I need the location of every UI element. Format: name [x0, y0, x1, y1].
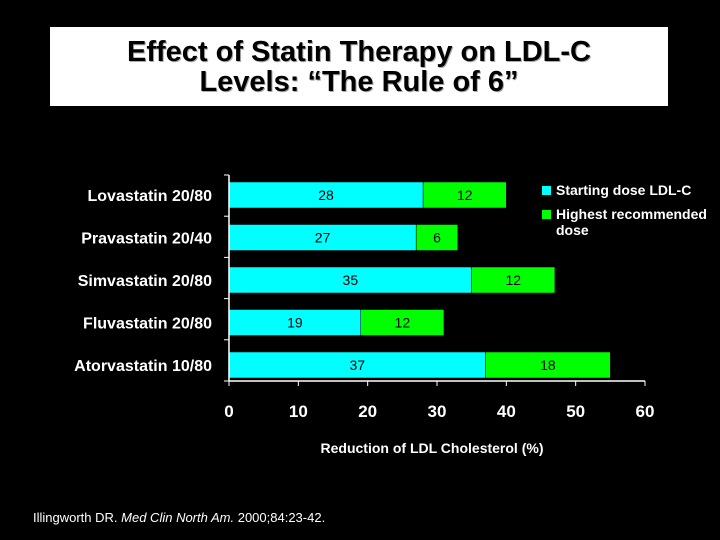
bar-highest-dose — [471, 266, 556, 294]
data-label: 28 — [318, 187, 334, 203]
legend-item-highest: Highest recommended dose — [540, 206, 712, 238]
citation: Illingworth DR. Med Clin North Am. 2000;… — [33, 510, 325, 525]
title-box: Effect of Statin Therapy on LDL-C Levels… — [50, 27, 668, 106]
citation-journal: Med Clin North Am. — [121, 510, 235, 525]
citation-details: 2000;84:23-42. — [237, 510, 326, 525]
data-label: 12 — [505, 272, 521, 288]
bar-starting-dose — [228, 266, 472, 294]
bar-highest-dose — [415, 224, 459, 251]
title-line-1: Effect of Statin Therapy on LDL-C — [127, 35, 591, 68]
category-label: Lovastatin 20/80 — [88, 188, 213, 205]
chart-legend: Starting dose LDL-C Highest recommended … — [540, 182, 712, 244]
x-tick-label: 20 — [358, 402, 377, 421]
x-tick-label: 10 — [289, 402, 308, 421]
x-tick-label: 60 — [636, 402, 655, 421]
data-label: 27 — [315, 230, 331, 246]
category-label: Atorvastatin 10/80 — [74, 358, 212, 375]
category-label: Pravastatin 20/40 — [81, 231, 212, 248]
citation-author: Illingworth DR. — [33, 510, 118, 525]
bar-highest-dose — [422, 181, 507, 209]
legend-swatch-starting — [542, 186, 551, 195]
legend-item-starting: Starting dose LDL-C — [540, 182, 712, 198]
data-label: 37 — [349, 357, 365, 373]
legend-label-highest: Highest recommended dose — [556, 206, 707, 238]
title-line-2: Levels: “The Rule of 6” — [199, 65, 519, 98]
data-label: 18 — [540, 357, 556, 373]
category-label: Simvastatin 20/80 — [78, 273, 212, 290]
bar-highest-dose — [485, 351, 611, 379]
x-tick-label: 0 — [224, 402, 233, 421]
data-label: 6 — [433, 230, 441, 246]
category-label: Fluvastatin 20/80 — [83, 316, 212, 333]
x-tick-label: 50 — [566, 402, 585, 421]
data-label: 12 — [457, 187, 473, 203]
data-label: 35 — [343, 272, 359, 288]
x-tick-label: 30 — [428, 402, 447, 421]
bar-starting-dose — [228, 309, 361, 336]
x-axis-title: Reduction of LDL Cholesterol (%) — [321, 440, 544, 456]
x-tick-label: 40 — [497, 402, 516, 421]
bar-starting-dose — [228, 224, 417, 251]
legend-swatch-highest — [542, 210, 551, 219]
bar-highest-dose — [360, 309, 445, 336]
data-label: 12 — [395, 315, 411, 331]
data-label: 19 — [287, 315, 303, 331]
legend-label-starting: Starting dose LDL-C — [556, 182, 692, 198]
